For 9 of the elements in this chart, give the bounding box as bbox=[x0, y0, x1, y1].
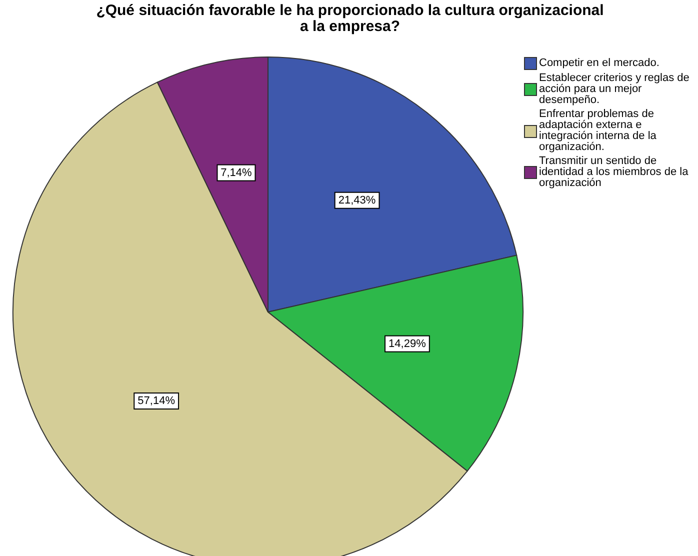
legend-label: Establecer criterios y reglas de acción para un mejor desempeño. bbox=[539, 72, 690, 106]
legend-label: Transmitir un sentido de identidad a los miembros de la organización bbox=[539, 155, 690, 189]
legend-label: Enfrentar problemas de adaptación externa e integración interna de la organización. bbox=[539, 108, 658, 153]
data-label: 57,14% bbox=[138, 395, 176, 408]
data-label: 21,43% bbox=[338, 194, 376, 206]
chart-title: ¿Qué situación favorable le ha proporcionado la cultura organizacional a la empresa? bbox=[95, 2, 605, 35]
legend-label: Competir en el mercado. bbox=[539, 57, 660, 69]
data-label: 14,29% bbox=[388, 338, 426, 350]
data-label: 7,14% bbox=[220, 166, 252, 179]
